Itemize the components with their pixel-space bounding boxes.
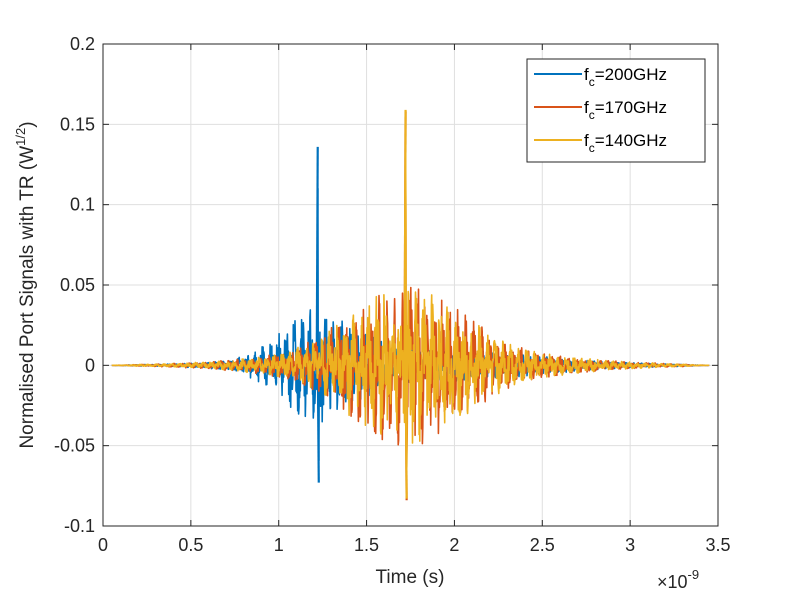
- x-exponent-power: -9: [688, 567, 700, 582]
- x-tick-label: 0.5: [178, 535, 203, 555]
- x-tick-label: 1: [274, 535, 284, 555]
- y-axis-label-end: ): [17, 121, 38, 127]
- y-tick-label: -0.05: [54, 436, 95, 456]
- x-tick-label: 2: [449, 535, 459, 555]
- y-axis-label-main: Normalised Port Signals with TR (W: [17, 146, 38, 449]
- x-tick-label: 3.5: [705, 535, 730, 555]
- legend: fc=200GHz fc=170GHz fc=140GHz: [526, 58, 706, 163]
- legend-label-170ghz: fc=170GHz: [584, 98, 667, 122]
- series-peak-2-1: [404, 365, 408, 499]
- y-tick-label: 0.1: [70, 195, 95, 215]
- series-peak-0-1: [316, 365, 320, 483]
- legend-label-200ghz: fc=200GHz: [584, 65, 667, 89]
- x-tick-label: 2.5: [530, 535, 555, 555]
- x-tick-label: 3: [625, 535, 635, 555]
- legend-box: [526, 58, 706, 163]
- y-tick-label: 0.2: [70, 34, 95, 54]
- x-tick-label: 0: [98, 535, 108, 555]
- x-axis-label: Time (s): [376, 567, 445, 588]
- series-layer: [111, 109, 710, 501]
- ticks: 0 0.5 1 1.5 2 2.5 3 3.5 -0.1 -0.05 0 0.05 0.1 0.15 0.2: [54, 34, 731, 555]
- x-exponent-base: ×10: [657, 572, 688, 592]
- y-tick-label: 0.05: [60, 275, 95, 295]
- y-tick-label: 0: [85, 355, 95, 375]
- y-axis-label: Normalised Port Signals with TR (W1/2): [13, 121, 38, 448]
- y-axis-label-sup: 1/2: [13, 128, 28, 146]
- series-peak-2-0: [403, 109, 407, 366]
- x-tick-label: 1.5: [354, 535, 379, 555]
- y-tick-label: -0.1: [64, 516, 95, 536]
- series-line-140ghz: [111, 128, 710, 473]
- legend-label-140ghz: fc=140GHz: [584, 131, 667, 155]
- y-tick-label: 0.15: [60, 114, 95, 134]
- x-axis-exponent: ×10-9: [657, 567, 699, 592]
- series-peak-0-0: [315, 146, 319, 366]
